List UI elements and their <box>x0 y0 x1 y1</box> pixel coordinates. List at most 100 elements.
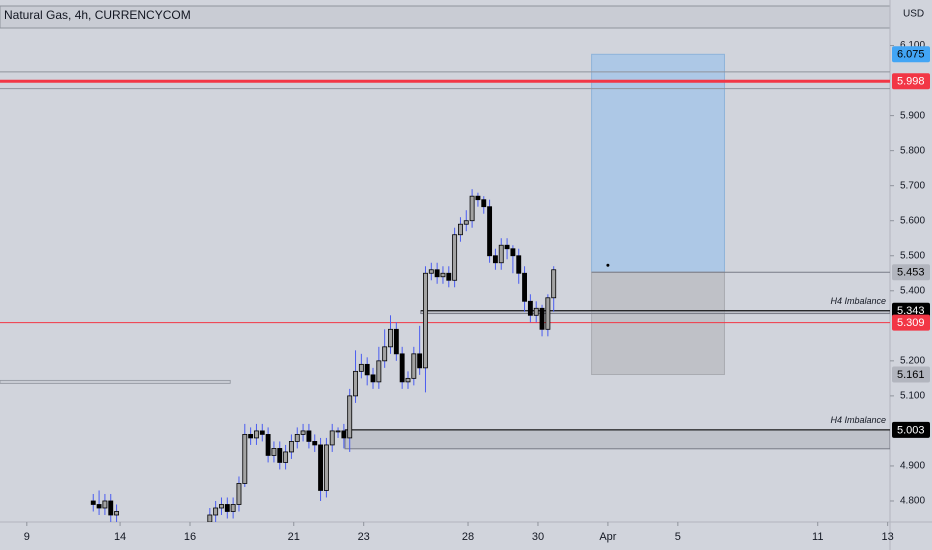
x-tick-label: Apr <box>599 531 616 543</box>
candle-body <box>306 430 312 442</box>
y-tick-label: 5.600 <box>900 215 925 226</box>
x-tick-label: 23 <box>358 531 370 543</box>
candle-body <box>481 199 487 208</box>
candle-body <box>364 363 370 376</box>
candle-body <box>452 234 458 281</box>
candle-body <box>545 297 551 330</box>
y-tick-label: 5.700 <box>900 180 925 191</box>
candle-body <box>294 434 300 442</box>
y-tick-label: 5.500 <box>900 250 925 261</box>
price-label: 5.161 <box>897 369 925 381</box>
candle-body <box>353 370 358 397</box>
price-label-box <box>892 73 930 90</box>
x-tick-label: 16 <box>184 531 196 543</box>
candle-body <box>370 374 376 383</box>
candle-body <box>522 272 527 302</box>
candle-body <box>259 430 265 435</box>
candle-body <box>96 504 102 509</box>
y-tick-label: 4.900 <box>900 461 925 472</box>
candle-body <box>265 434 271 456</box>
candle-body <box>102 500 108 509</box>
x-tick-label: 11 <box>812 531 823 543</box>
candle-body <box>230 504 236 512</box>
x-tick-label: 13 <box>882 531 894 543</box>
candle-body <box>213 507 219 516</box>
x-tick-label: 30 <box>532 531 544 543</box>
candle-body <box>399 353 405 383</box>
candle-body <box>527 300 533 316</box>
candle-body <box>283 451 289 463</box>
imbalance-label: H4 Imbalance <box>830 296 886 306</box>
candle-body <box>492 255 498 264</box>
x-tick-label: 28 <box>462 531 474 543</box>
candle-body <box>463 220 469 225</box>
x-tick-label: 21 <box>288 531 300 543</box>
candle-body <box>551 269 557 299</box>
candle-body <box>242 434 248 484</box>
candle-body <box>504 244 510 250</box>
y-tick-label: 6.100 <box>900 40 925 51</box>
candle-body <box>393 328 399 355</box>
candle-body <box>417 353 423 369</box>
price-label: 5.003 <box>897 424 925 436</box>
candle-body <box>224 504 230 512</box>
candle-body <box>510 248 516 257</box>
price-label: 5.453 <box>897 267 925 279</box>
candle-body <box>341 430 347 439</box>
price-label: 6.075 <box>897 49 925 61</box>
candle-body <box>446 272 452 281</box>
candle-body <box>219 504 224 509</box>
y-tick-label: 5.800 <box>900 145 925 156</box>
candle-body <box>90 500 96 505</box>
candle-body <box>423 272 428 369</box>
candle-body <box>487 206 493 257</box>
y-tick-label: 5.100 <box>900 391 925 402</box>
price-label: 5.309 <box>897 317 925 329</box>
candle-body <box>288 441 294 453</box>
candle-body <box>300 430 306 435</box>
candle-body <box>516 255 522 274</box>
candle-body <box>207 514 213 522</box>
price-label-box <box>892 366 930 383</box>
price-label-box <box>892 314 930 331</box>
entry-marker <box>606 263 610 267</box>
stop-zone <box>591 271 725 376</box>
x-tick-label: 9 <box>24 531 30 543</box>
currency: USD <box>903 9 924 20</box>
candle-body <box>434 269 440 278</box>
candle-body <box>469 195 475 222</box>
candle-body <box>108 500 114 516</box>
level-segment <box>0 379 231 384</box>
candle-body <box>382 346 388 362</box>
price-label-box <box>892 46 930 63</box>
price-label: 5.343 <box>897 305 925 317</box>
price-label-box <box>892 421 930 438</box>
target-zone <box>591 53 725 273</box>
candle-body <box>318 444 324 491</box>
candle-body <box>498 244 504 264</box>
imbalance-zone <box>344 429 890 450</box>
candle-body <box>323 444 329 491</box>
candle-body <box>114 511 120 516</box>
candle-body <box>347 395 353 439</box>
candle-body <box>475 195 481 201</box>
candle-body <box>376 360 382 383</box>
candle-body <box>405 377 411 383</box>
price-label: 5.998 <box>897 76 925 88</box>
chart-title: Natural Gas, 4h, CURRENCYCOM <box>4 8 191 22</box>
candle-body <box>236 483 242 505</box>
x-tick-label: 14 <box>114 531 126 543</box>
candle-body <box>458 223 463 236</box>
imbalance-label: H4 Imbalance <box>830 415 886 425</box>
y-tick-label: 5.400 <box>900 285 925 296</box>
candle-body <box>312 441 318 446</box>
candle-body <box>440 272 446 278</box>
x-tick-label: 5 <box>675 531 681 543</box>
candle-body <box>277 448 283 463</box>
y-tick-label: 4.800 <box>900 496 925 507</box>
y-tick-label: 5.200 <box>900 355 925 366</box>
candle-body <box>358 363 364 372</box>
price-label-box <box>892 264 930 281</box>
